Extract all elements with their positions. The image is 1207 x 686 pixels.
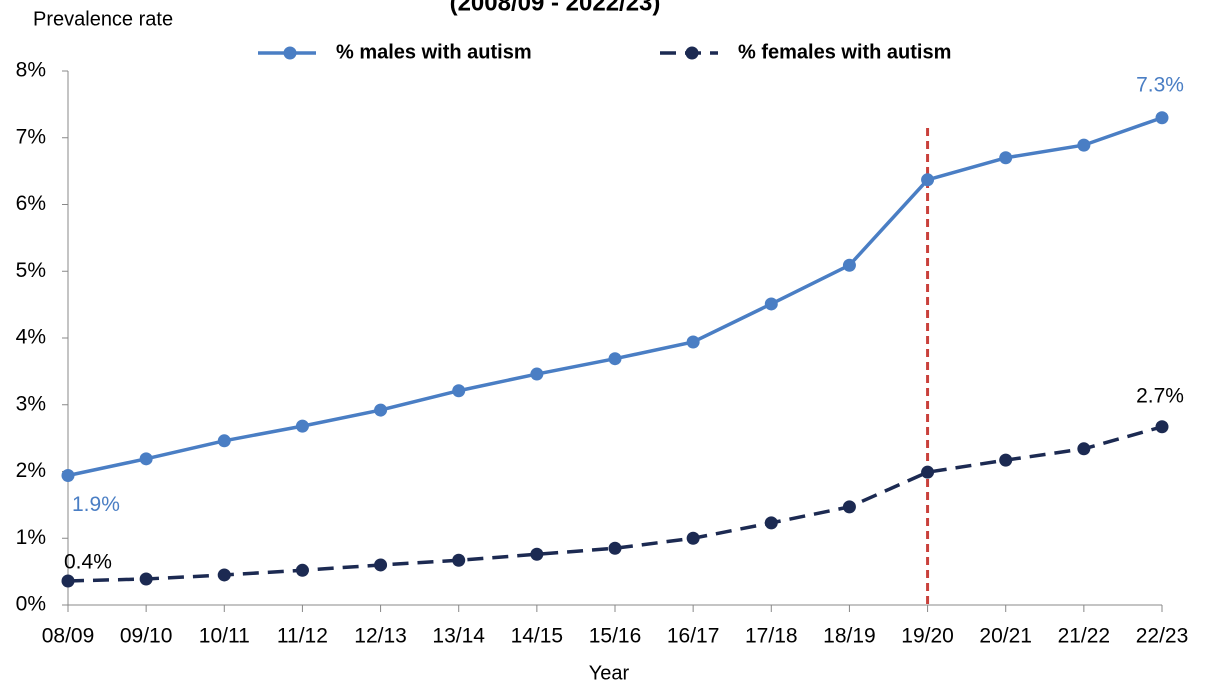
x-tick-label: 10/11 xyxy=(199,625,250,648)
y-tick-label: 8% xyxy=(16,59,46,82)
legend-marker xyxy=(283,46,297,60)
x-tick-label: 16/17 xyxy=(667,625,720,648)
point xyxy=(61,574,75,588)
y-tick-label: 5% xyxy=(16,259,46,282)
x-tick-label: 18/19 xyxy=(823,625,876,648)
data-label: 0.4% xyxy=(64,551,112,574)
x-tick-label: 19/20 xyxy=(901,625,954,648)
point xyxy=(921,173,935,187)
x-tick-label: 08/09 xyxy=(42,625,95,648)
point xyxy=(530,367,544,381)
y-tick-label: 4% xyxy=(16,326,46,349)
point xyxy=(530,547,544,561)
x-tick-label: 11/12 xyxy=(277,625,328,648)
data-label: 1.9% xyxy=(72,493,120,516)
y-tick-label: 3% xyxy=(16,392,46,415)
point xyxy=(452,384,466,398)
chart-title: (2008/09 - 2022/23) xyxy=(450,0,661,16)
point xyxy=(1077,442,1091,456)
point xyxy=(842,258,856,272)
y-tick-label: 6% xyxy=(16,192,46,215)
x-axis-label: Year xyxy=(589,662,630,684)
x-tick-label: 09/10 xyxy=(120,625,173,648)
x-tick-label: 20/21 xyxy=(979,625,1032,648)
point xyxy=(764,297,778,311)
x-tick-label: 21/22 xyxy=(1058,625,1111,648)
series-line xyxy=(67,116,1163,478)
point xyxy=(1155,111,1169,125)
point xyxy=(921,465,935,479)
point xyxy=(295,419,309,433)
legend-marker xyxy=(685,46,699,60)
point xyxy=(608,541,622,555)
y-tick-label: 7% xyxy=(16,125,46,148)
x-tick-label: 15/16 xyxy=(589,625,642,648)
x-tick-label: 13/14 xyxy=(432,625,485,648)
data-label: 7.3% xyxy=(1136,73,1184,96)
x-tick-label: 12/13 xyxy=(354,625,407,648)
data-label: 2.7% xyxy=(1136,384,1184,407)
x-tick-label: 22/23 xyxy=(1136,625,1189,648)
point xyxy=(1155,420,1169,434)
y-tick-label: 1% xyxy=(16,526,46,549)
point xyxy=(608,352,622,366)
point xyxy=(686,335,700,349)
x-tick-label: 14/15 xyxy=(511,625,564,648)
series-line xyxy=(67,425,1163,583)
point xyxy=(999,453,1013,467)
point xyxy=(61,469,75,483)
legend-label: % females with autism xyxy=(738,41,951,63)
point xyxy=(999,151,1013,165)
y-tick-label: 2% xyxy=(16,459,46,482)
point xyxy=(1077,138,1091,152)
point xyxy=(842,500,856,514)
y-tick-label: 0% xyxy=(16,593,46,616)
point xyxy=(139,452,153,466)
point xyxy=(374,403,388,417)
point xyxy=(764,516,778,530)
point xyxy=(295,563,309,577)
legend-label: % males with autism xyxy=(336,41,532,63)
point xyxy=(139,572,153,586)
point xyxy=(217,434,231,448)
point xyxy=(217,568,231,582)
x-tick-label: 17/18 xyxy=(745,625,798,648)
y-axis-label: Prevalence rate xyxy=(33,8,173,30)
point xyxy=(686,531,700,545)
point xyxy=(374,558,388,572)
point xyxy=(452,553,466,567)
